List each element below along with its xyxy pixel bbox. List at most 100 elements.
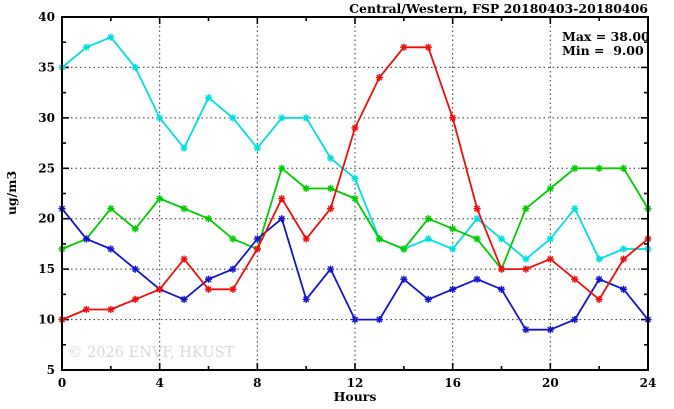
cyan-series-marker <box>595 255 603 263</box>
blue-series-marker <box>278 215 286 223</box>
blue-series-marker <box>82 235 91 243</box>
y-axis-label: ug/m3 <box>4 171 19 215</box>
cyan-series-marker <box>229 114 237 122</box>
cyan-series-marker <box>278 114 286 122</box>
red-series-marker <box>351 124 359 132</box>
y-tick-label: 5 <box>47 363 55 377</box>
red-series-marker <box>522 265 530 273</box>
green-series-marker <box>278 164 286 172</box>
green-series-marker <box>131 225 139 233</box>
red-series-marker <box>180 255 188 263</box>
green-series-marker <box>375 235 384 243</box>
blue-series-marker <box>473 275 481 283</box>
blue-series-marker <box>546 326 554 334</box>
cyan-series-marker <box>156 114 164 122</box>
y-tick-label: 40 <box>38 10 55 24</box>
cyan-series-marker <box>253 144 261 152</box>
red-series-marker <box>131 295 139 303</box>
blue-series-marker <box>595 275 603 283</box>
blue-series-marker <box>253 235 261 243</box>
plot-border <box>61 16 649 371</box>
x-tick-label: 16 <box>444 376 461 390</box>
red-series-marker <box>229 285 237 293</box>
blue-series-marker <box>326 265 335 273</box>
green-series-marker <box>473 235 481 243</box>
x-tick-label: 24 <box>640 376 657 390</box>
red-series-marker <box>400 43 408 51</box>
red-series-marker <box>253 245 261 253</box>
y-tick-label: 20 <box>38 212 55 226</box>
red-series-marker <box>449 114 457 122</box>
cyan-series-marker <box>424 235 432 243</box>
cyan-series-marker <box>522 255 530 263</box>
red-series-marker <box>302 235 310 243</box>
green-series-marker <box>546 184 554 193</box>
blue-series-marker <box>400 275 408 283</box>
green-series-marker <box>571 164 579 172</box>
cyan-series-marker <box>326 154 335 162</box>
green-series-marker <box>107 205 115 213</box>
red-series-marker <box>375 73 384 82</box>
red-series-marker <box>571 275 579 283</box>
cyan-series-marker <box>571 205 579 213</box>
red-series-marker <box>595 295 603 303</box>
blue-series-marker <box>131 265 139 273</box>
red-series-marker <box>473 205 481 213</box>
legend-max-value: Max = 38.00 <box>562 29 650 44</box>
y-tick-label: 25 <box>38 161 55 175</box>
red-series-marker <box>497 265 506 273</box>
red-series-marker <box>619 255 628 263</box>
x-tick-label: 20 <box>542 376 559 390</box>
watermark: © 2026 ENVF, HKUST <box>68 345 234 361</box>
cyan-series-marker <box>204 94 213 102</box>
blue-series-marker <box>204 275 213 283</box>
red-series-marker <box>107 305 115 314</box>
blue-series-marker <box>619 285 628 293</box>
data-series <box>58 33 652 334</box>
blue-series-marker <box>497 285 506 293</box>
red-series-marker <box>82 305 91 314</box>
green-series-marker <box>595 164 603 172</box>
blue-series-marker <box>571 315 579 324</box>
cyan-series-marker <box>131 63 139 72</box>
cyan-series-marker <box>497 235 506 243</box>
x-tick-label: 0 <box>58 376 66 390</box>
cyan-series-marker <box>449 245 457 253</box>
y-tick-label: 30 <box>38 111 55 125</box>
green-series-marker <box>619 164 628 172</box>
blue-series-marker <box>302 295 310 303</box>
x-axis-label: Hours <box>334 389 377 404</box>
x-tick-label: 12 <box>347 376 364 390</box>
blue-series-marker <box>449 285 457 293</box>
x-tick-label: 8 <box>253 376 261 390</box>
blue-series-marker <box>351 315 359 324</box>
green-series-marker <box>326 184 335 193</box>
cyan-series-marker <box>302 114 310 122</box>
red-series-marker <box>204 285 213 293</box>
y-tick-label: 10 <box>38 313 55 327</box>
green-series-marker <box>229 235 237 243</box>
cyan-series-marker <box>107 33 115 41</box>
y-tick-label: 35 <box>38 60 55 74</box>
green-series-marker <box>180 205 188 213</box>
green-series-marker <box>204 215 213 223</box>
green-series-marker <box>522 205 530 213</box>
green-series-marker <box>424 215 432 223</box>
green-series-marker <box>449 225 457 233</box>
blue-series-marker <box>229 265 237 273</box>
series-red-series <box>58 43 652 324</box>
blue-series-marker <box>522 326 530 334</box>
blue-series-marker <box>424 295 432 303</box>
red-series-marker <box>424 43 432 51</box>
cyan-series-marker <box>473 215 481 223</box>
cyan-series-marker <box>180 144 188 152</box>
x-tick-label: 4 <box>155 376 163 390</box>
legend-min-value: Min = 9.00 <box>562 43 644 58</box>
blue-series-marker <box>375 315 384 324</box>
red-series-marker <box>546 255 554 263</box>
red-series-marker <box>278 194 286 203</box>
green-series-marker <box>351 194 359 203</box>
red-series-marker <box>156 285 164 293</box>
